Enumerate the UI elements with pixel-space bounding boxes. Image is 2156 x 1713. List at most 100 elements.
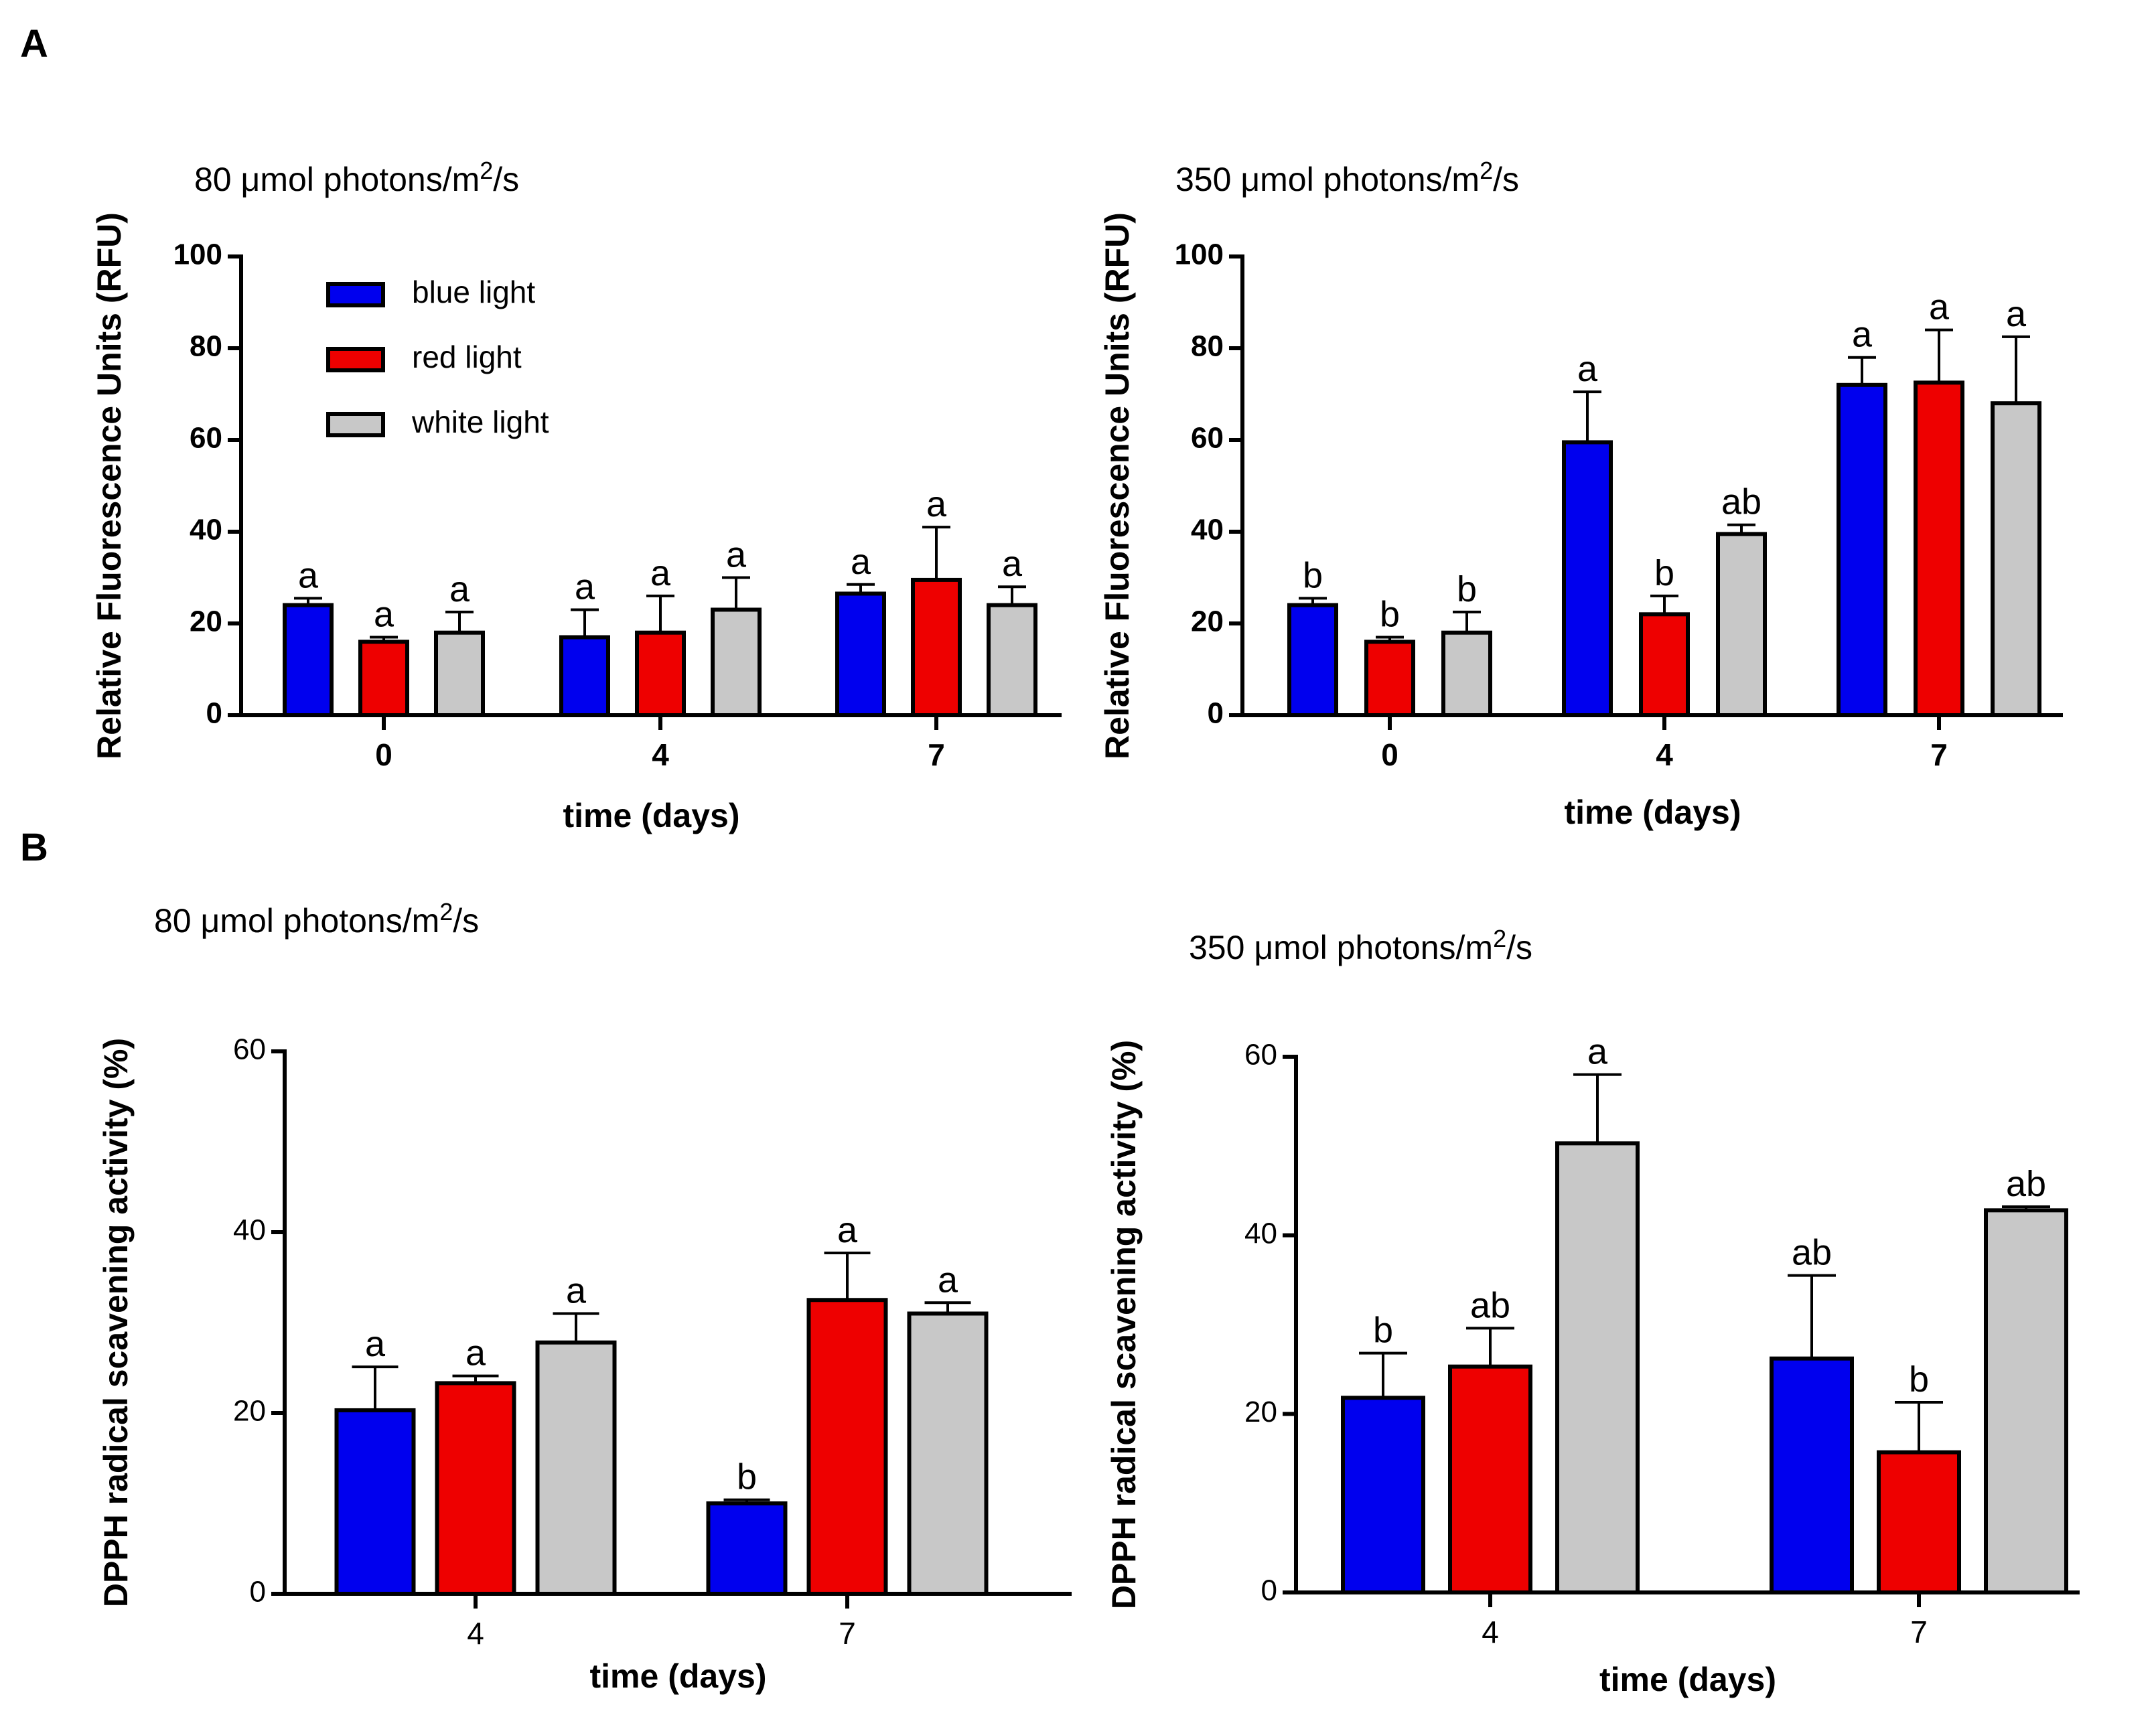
bar-blue-light — [1287, 603, 1338, 717]
x-axis-label: time (days) — [1565, 794, 1741, 831]
y-tick-label: 0 — [1261, 1574, 1277, 1607]
x-tick-label: 7 — [839, 1616, 856, 1651]
bar-red-light — [1914, 380, 1964, 717]
y-tick-label: 80 — [1191, 330, 1224, 363]
significance-letter: ab — [2006, 1164, 2046, 1204]
panel-label-b: B — [20, 826, 48, 869]
y-tick-label: 40 — [1244, 1217, 1277, 1250]
bar-white-light — [535, 1340, 617, 1596]
significance-letter: a — [465, 1333, 486, 1373]
significance-letter: b — [737, 1457, 757, 1497]
chart-title: 80 μmol photons/m2/s — [194, 157, 519, 198]
x-tick-label: 7 — [928, 737, 945, 772]
significance-letter: a — [650, 553, 671, 593]
bar-blue-light — [1837, 382, 1887, 717]
bar-red-light — [635, 630, 686, 718]
significance-letter: ab — [1792, 1233, 1832, 1273]
significance-letter: b — [1303, 555, 1323, 595]
bar-blue-light — [559, 635, 610, 717]
y-tick-label: 40 — [190, 514, 222, 546]
significance-letter: ab — [1470, 1285, 1510, 1325]
x-axis-label: time (days) — [1599, 1661, 1776, 1698]
legend-swatch — [326, 412, 385, 437]
y-axis-label: Relative Fluorescence Units (RFU) — [1098, 212, 1136, 759]
bar-blue-light — [1562, 440, 1613, 717]
y-axis-label: DPPH radical scavening activity (%) — [1105, 1040, 1143, 1609]
bar-blue-light — [1770, 1356, 1854, 1594]
significance-letter: a — [1587, 1032, 1608, 1072]
y-tick-label: 80 — [190, 330, 222, 363]
legend-label: blue light — [412, 275, 535, 309]
y-tick-label: 100 — [1175, 238, 1224, 271]
bar-red-light — [435, 1381, 516, 1596]
y-tick-label: 60 — [1191, 422, 1224, 455]
significance-letter: a — [1929, 287, 1950, 327]
x-tick-label: 0 — [1381, 737, 1398, 772]
x-tick-label: 4 — [1656, 737, 1673, 772]
significance-letter: a — [449, 569, 470, 609]
bar-red-light — [1448, 1364, 1532, 1594]
bar-red-light — [358, 640, 409, 718]
bar-white-light — [1441, 630, 1492, 718]
bar-red-light — [1639, 612, 1690, 717]
significance-letter: a — [566, 1271, 587, 1311]
x-axis-label: time (days) — [563, 797, 740, 834]
chart-title: 350 μmol photons/m2/s — [1175, 157, 1519, 198]
y-tick-label: 0 — [206, 697, 222, 730]
bar-white-light — [434, 630, 485, 718]
significance-letter: a — [1002, 544, 1023, 584]
y-tick-label: 0 — [1208, 697, 1224, 730]
y-tick-label: 60 — [190, 422, 222, 455]
bar-white-light — [1991, 401, 2041, 717]
y-tick-label: 100 — [173, 238, 222, 271]
bar-white-light — [987, 603, 1037, 717]
y-tick-label: 60 — [1244, 1039, 1277, 1071]
y-axis-label: Relative Fluorescence Units (RFU) — [90, 212, 128, 759]
bar-blue-light — [706, 1501, 788, 1596]
bar-red-light — [1877, 1450, 1961, 1595]
bar-white-light — [1555, 1141, 1640, 1595]
significance-letter: a — [726, 535, 747, 575]
y-tick-label: 20 — [1244, 1396, 1277, 1428]
bar-red-light — [806, 1298, 888, 1596]
significance-letter: a — [575, 567, 595, 607]
x-tick-label: 4 — [467, 1616, 484, 1651]
bar-red-light — [911, 577, 962, 717]
significance-letter: ab — [1721, 482, 1762, 522]
legend-label: white light — [411, 404, 549, 439]
significance-letter: a — [1577, 349, 1598, 389]
y-tick-label: 0 — [250, 1576, 266, 1609]
significance-letter: a — [2006, 294, 2027, 334]
y-tick-label: 20 — [1191, 605, 1224, 638]
bar-white-light — [1716, 532, 1767, 717]
bar-blue-light — [334, 1408, 416, 1596]
chart-title: 350 μmol photons/m2/s — [1189, 925, 1532, 966]
bar-red-light — [1364, 640, 1415, 718]
y-tick-label: 20 — [190, 605, 222, 638]
significance-letter: a — [926, 484, 947, 524]
x-tick-label: 0 — [375, 737, 392, 772]
bar-blue-light — [1341, 1396, 1425, 1594]
y-axis-label: DPPH radical scavening activity (%) — [97, 1038, 135, 1607]
significance-letter: a — [851, 542, 871, 582]
x-axis-label: time (days) — [590, 1657, 767, 1695]
significance-letter: a — [374, 595, 394, 635]
y-tick-label: 40 — [1191, 514, 1224, 546]
significance-letter: a — [298, 555, 319, 595]
bar-blue-light — [283, 603, 334, 717]
legend-swatch — [326, 282, 385, 307]
significance-letter: a — [837, 1210, 858, 1250]
chart-title: 80 μmol photons/m2/s — [154, 898, 479, 940]
x-tick-label: 4 — [1482, 1615, 1499, 1649]
legend-swatch — [326, 347, 385, 372]
significance-letter: b — [1909, 1359, 1929, 1400]
bar-white-light — [711, 607, 762, 718]
chart-B-left: 80 μmol photons/m2/s 0 20 40 60 4 7 time (days)… — [97, 898, 1072, 1695]
y-tick-label: 20 — [233, 1395, 266, 1428]
y-tick-label: 60 — [233, 1033, 266, 1066]
panel-label-a: A — [20, 22, 48, 66]
x-tick-label: 7 — [1910, 1615, 1928, 1649]
significance-letter: a — [365, 1324, 386, 1364]
